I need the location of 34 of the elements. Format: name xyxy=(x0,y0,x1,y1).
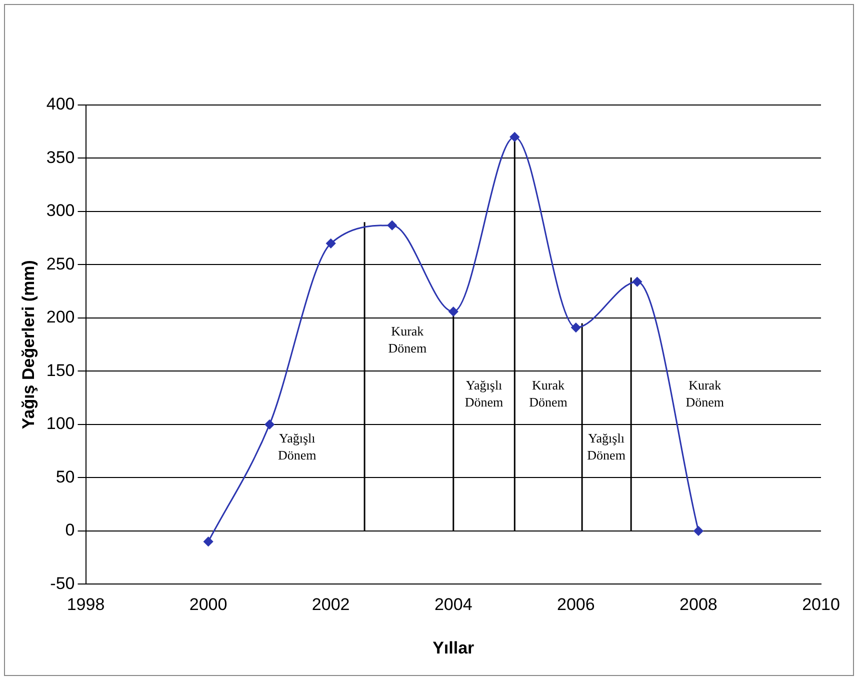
x-tick-label: 2006 xyxy=(557,595,595,614)
y-tick-label: 250 xyxy=(46,254,75,274)
x-axis-title: Yıllar xyxy=(432,638,475,658)
y-tick-label: 200 xyxy=(46,308,75,327)
point xyxy=(571,322,581,332)
y-tick-label: 300 xyxy=(46,201,75,220)
x-tick-label: 2004 xyxy=(434,595,472,614)
point xyxy=(264,420,274,430)
annotation: Kurak Dönem xyxy=(686,377,724,410)
x-tick-label: 2010 xyxy=(802,595,840,614)
annotation: Yağışlı Dönem xyxy=(587,430,626,463)
annotation: Yağışlı Dönem xyxy=(278,430,316,463)
y-tick-label: 50 xyxy=(56,467,75,486)
point xyxy=(204,536,214,546)
point xyxy=(448,306,458,316)
annotation: Yağışlı Dönem xyxy=(464,377,504,410)
y-tick-label: 100 xyxy=(46,414,75,434)
y-tick-label: 350 xyxy=(46,148,75,167)
y-tick-label: 400 xyxy=(46,94,75,114)
x-tick-label: 2008 xyxy=(680,595,718,614)
x-tick-label: 1998 xyxy=(66,595,105,614)
annotation: Kurak Dönem xyxy=(388,324,427,356)
x-tick-label: 2000 xyxy=(189,595,228,614)
y-tick-label: -50 xyxy=(50,574,75,593)
y-axis-title: Yağış Değerleri (mm) xyxy=(18,260,38,430)
y-tick-label: 0 xyxy=(65,520,75,540)
point xyxy=(694,526,704,536)
y-tick-label: 150 xyxy=(46,360,75,380)
point xyxy=(632,277,642,287)
point xyxy=(510,132,520,142)
x-tick-label: 2002 xyxy=(312,595,350,614)
point xyxy=(326,238,336,248)
point xyxy=(387,220,397,230)
annotation: Kurak Dönem xyxy=(529,377,568,410)
